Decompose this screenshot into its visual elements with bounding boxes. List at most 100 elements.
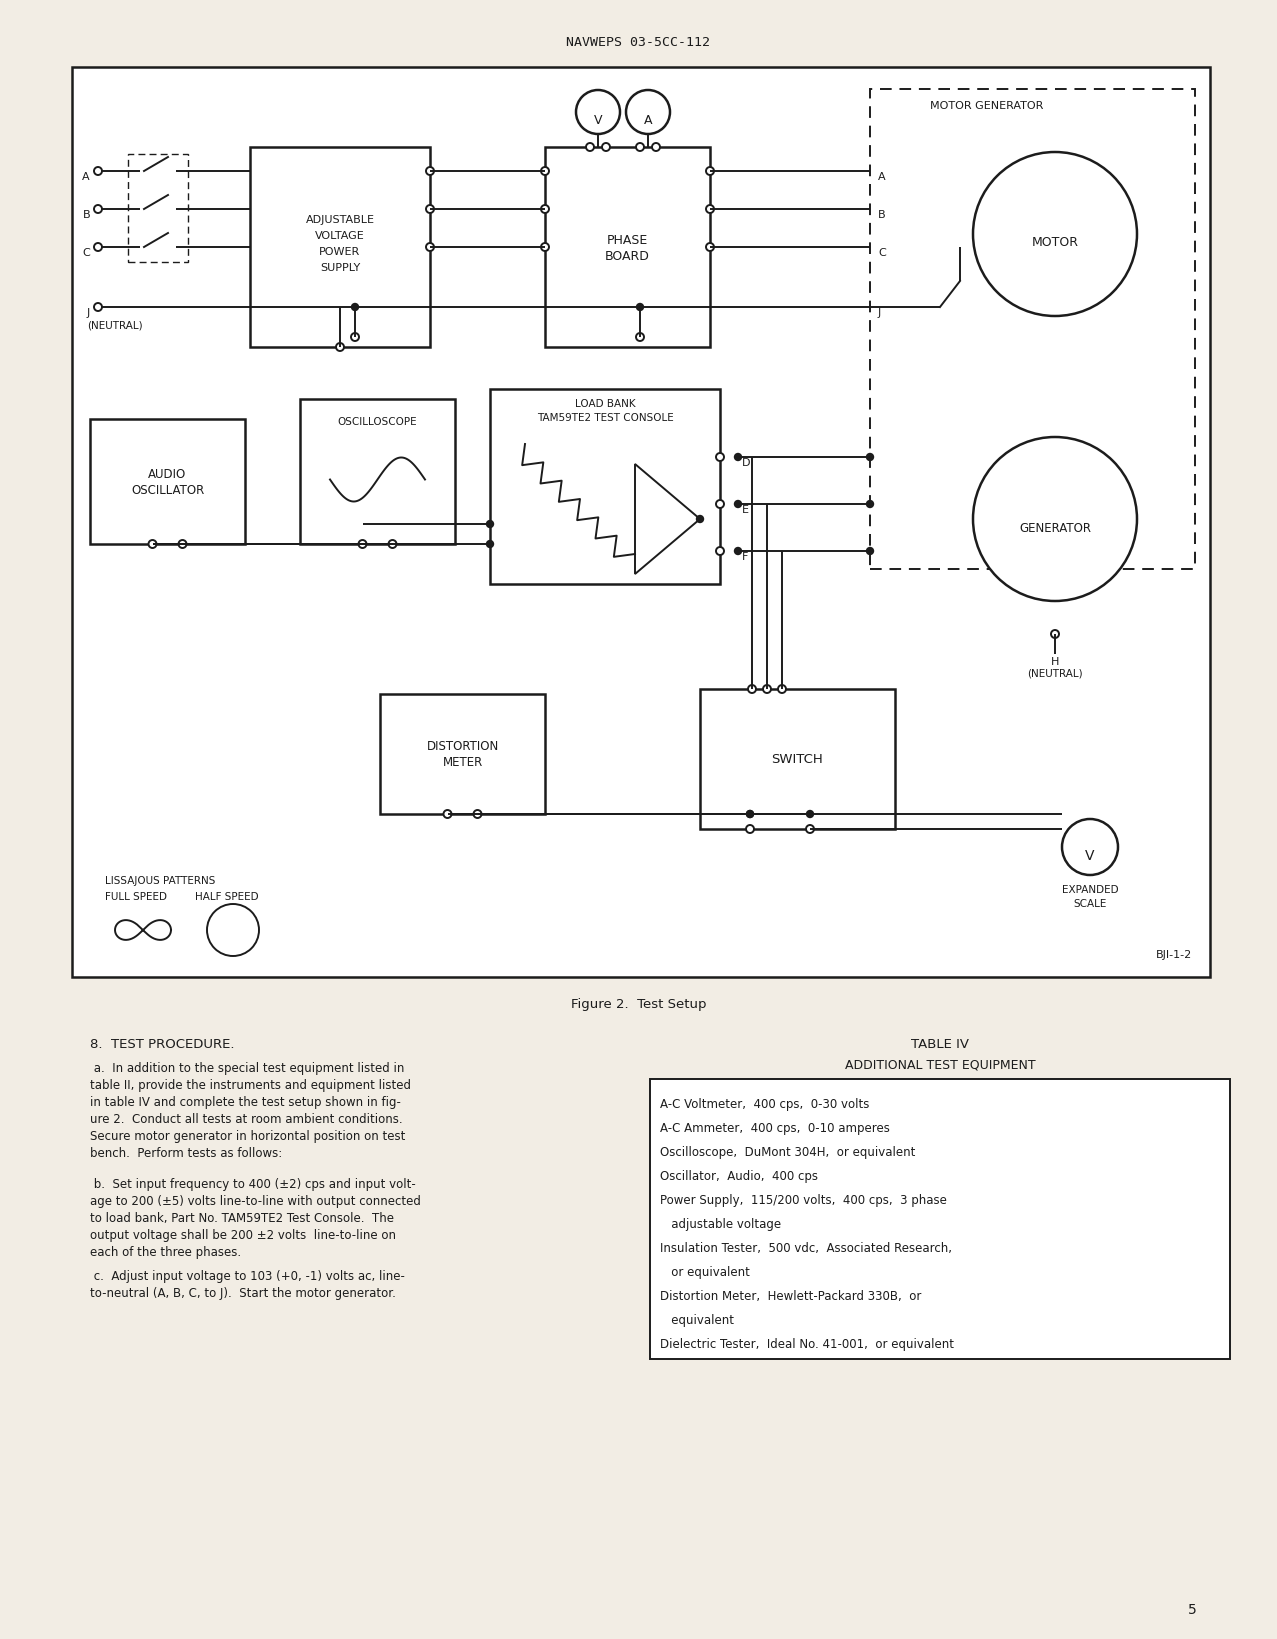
Text: Figure 2.  Test Setup: Figure 2. Test Setup: [571, 998, 706, 1010]
Text: Distortion Meter,  Hewlett-Packard 330B,  or: Distortion Meter, Hewlett-Packard 330B, …: [660, 1290, 922, 1303]
Text: (NEUTRAL): (NEUTRAL): [87, 321, 143, 331]
Text: EXPANDED: EXPANDED: [1061, 885, 1119, 895]
Text: c.  Adjust input voltage to 103 (+0, -1) volts ac, line-: c. Adjust input voltage to 103 (+0, -1) …: [89, 1269, 405, 1282]
Bar: [870, 90, 1195, 570]
Circle shape: [636, 334, 644, 343]
Text: B: B: [83, 210, 89, 220]
Text: Oscilloscope,  DuMont 304H,  or equivalent: Oscilloscope, DuMont 304H, or equivalent: [660, 1146, 916, 1159]
Circle shape: [636, 305, 644, 311]
Text: LISSAJOUS PATTERNS: LISSAJOUS PATTERNS: [105, 875, 216, 885]
Circle shape: [487, 521, 493, 528]
Text: LOAD BANK: LOAD BANK: [575, 398, 636, 408]
Text: each of the three phases.: each of the three phases.: [89, 1246, 241, 1259]
Text: H: H: [1051, 657, 1059, 667]
Circle shape: [135, 207, 144, 213]
Bar: [300, 400, 455, 544]
Circle shape: [601, 144, 610, 152]
Circle shape: [1062, 820, 1117, 875]
Text: 8.  TEST PROCEDURE.: 8. TEST PROCEDURE.: [89, 1037, 235, 1051]
Text: BOARD: BOARD: [605, 249, 650, 262]
Circle shape: [169, 239, 176, 247]
Text: or equivalent: or equivalent: [660, 1265, 750, 1278]
Text: A: A: [879, 172, 886, 182]
Circle shape: [867, 454, 873, 461]
Circle shape: [359, 541, 366, 549]
Text: J: J: [87, 308, 89, 318]
Text: A-C Ammeter,  400 cps,  0-10 amperes: A-C Ammeter, 400 cps, 0-10 amperes: [660, 1121, 890, 1134]
Text: V: V: [1085, 849, 1094, 862]
Text: DISTORTION: DISTORTION: [427, 741, 498, 752]
Circle shape: [427, 167, 434, 175]
Circle shape: [148, 541, 157, 549]
Circle shape: [427, 244, 434, 252]
Text: VOLTAGE: VOLTAGE: [315, 231, 365, 241]
Circle shape: [487, 541, 493, 547]
Circle shape: [716, 547, 724, 556]
Text: MOTOR: MOTOR: [1032, 236, 1079, 249]
Circle shape: [576, 90, 621, 134]
Circle shape: [169, 164, 176, 172]
Circle shape: [586, 144, 594, 152]
Text: D: D: [742, 457, 751, 467]
Text: in table IV and complete the test setup shown in fig-: in table IV and complete the test setup …: [89, 1095, 401, 1108]
Circle shape: [807, 811, 813, 818]
Text: Oscillator,  Audio,  400 cps: Oscillator, Audio, 400 cps: [660, 1169, 819, 1182]
Bar: [490, 390, 720, 585]
Circle shape: [541, 207, 549, 213]
Text: age to 200 (±5) volts line-to-line with output connected: age to 200 (±5) volts line-to-line with …: [89, 1195, 421, 1208]
Text: (NEUTRAL): (NEUTRAL): [1027, 669, 1083, 679]
Text: output voltage shall be 200 ±2 volts  line-to-line on: output voltage shall be 200 ±2 volts lin…: [89, 1228, 396, 1241]
Circle shape: [706, 207, 714, 213]
Text: HALF SPEED: HALF SPEED: [195, 892, 259, 901]
Text: OSCILLATOR: OSCILLATOR: [130, 484, 204, 497]
Circle shape: [336, 344, 344, 352]
Text: MOTOR GENERATOR: MOTOR GENERATOR: [930, 102, 1043, 111]
Circle shape: [762, 685, 771, 693]
Circle shape: [734, 502, 742, 508]
Circle shape: [351, 305, 359, 311]
Text: GENERATOR: GENERATOR: [1019, 521, 1091, 534]
Text: PHASE: PHASE: [607, 233, 649, 246]
Circle shape: [135, 167, 144, 175]
Circle shape: [1051, 631, 1059, 639]
Text: POWER: POWER: [319, 247, 360, 257]
Text: 5: 5: [1189, 1601, 1197, 1616]
Circle shape: [443, 811, 452, 818]
Circle shape: [653, 144, 660, 152]
Bar: [250, 148, 430, 347]
Text: SUPPLY: SUPPLY: [319, 262, 360, 272]
Circle shape: [388, 541, 396, 549]
Circle shape: [626, 90, 670, 134]
Circle shape: [427, 207, 434, 213]
Text: b.  Set input frequency to 400 (±2) cps and input volt-: b. Set input frequency to 400 (±2) cps a…: [89, 1177, 416, 1190]
Circle shape: [706, 167, 714, 175]
Bar: [89, 420, 245, 544]
Text: C: C: [879, 247, 886, 257]
Bar: [72, 67, 1211, 977]
Circle shape: [135, 244, 144, 252]
Circle shape: [748, 685, 756, 693]
Text: B: B: [879, 210, 886, 220]
Bar: [545, 148, 710, 347]
Bar: [381, 695, 545, 815]
Circle shape: [94, 303, 102, 311]
Circle shape: [806, 826, 813, 834]
Circle shape: [734, 547, 742, 556]
Text: J: J: [879, 308, 881, 318]
Text: A: A: [83, 172, 89, 182]
Circle shape: [696, 516, 704, 523]
Text: V: V: [594, 113, 603, 126]
Text: SWITCH: SWITCH: [771, 752, 824, 765]
Circle shape: [94, 167, 102, 175]
Circle shape: [207, 905, 259, 957]
Text: Dielectric Tester,  Ideal No. 41-001,  or equivalent: Dielectric Tester, Ideal No. 41-001, or …: [660, 1337, 954, 1351]
Text: C: C: [82, 247, 89, 257]
Circle shape: [734, 454, 742, 461]
Text: TAM59TE2 TEST CONSOLE: TAM59TE2 TEST CONSOLE: [536, 413, 673, 423]
Text: SCALE: SCALE: [1073, 898, 1107, 908]
Text: E: E: [742, 505, 750, 515]
Text: BJI-1-2: BJI-1-2: [1156, 949, 1191, 959]
Circle shape: [474, 811, 481, 818]
Text: bench.  Perform tests as follows:: bench. Perform tests as follows:: [89, 1146, 282, 1159]
Circle shape: [706, 244, 714, 252]
